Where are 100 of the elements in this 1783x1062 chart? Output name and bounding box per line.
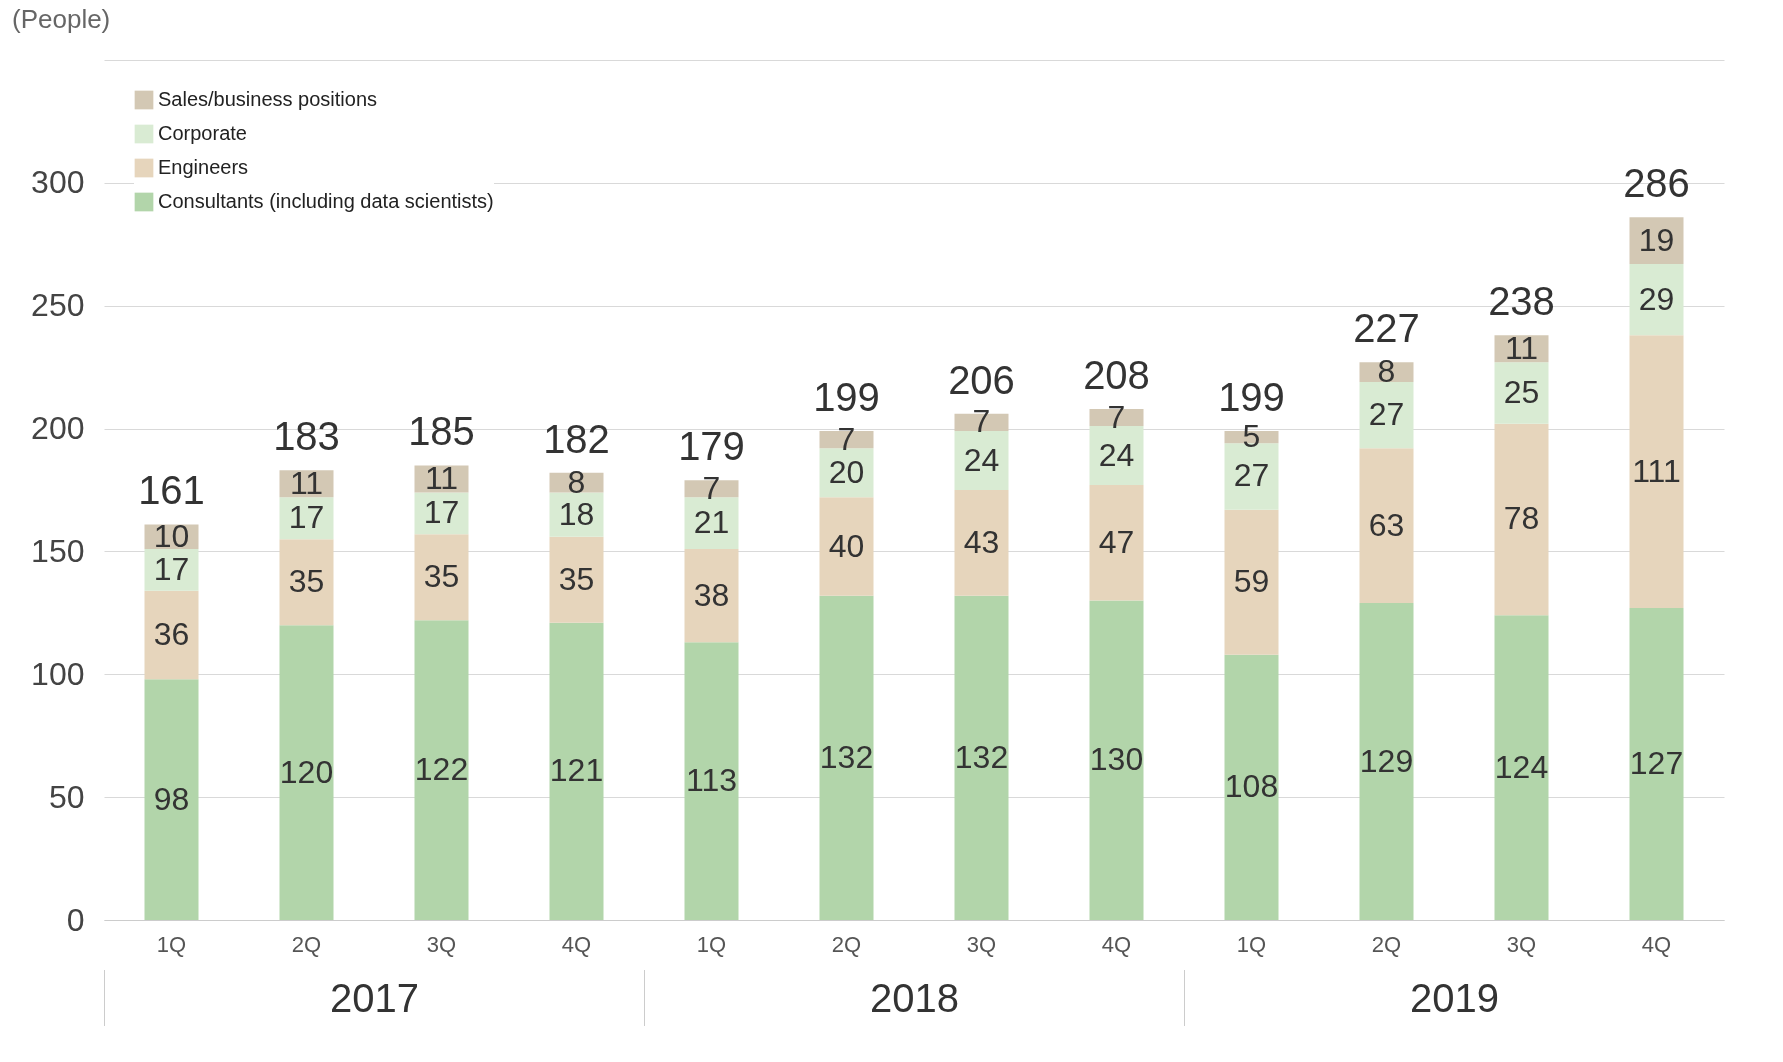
data-label: 25 (1503, 373, 1540, 410)
total-label: 179 (678, 424, 745, 469)
x-tick-label: 1Q (1236, 931, 1267, 957)
bar (684, 548, 739, 643)
data-label: 21 (693, 504, 730, 541)
x-tick-label: 1Q (696, 931, 727, 957)
data-label: 7 (972, 403, 991, 440)
data-label: 132 (954, 738, 1009, 775)
x-tick-label: 1Q (156, 931, 187, 957)
total-label: 286 (1623, 161, 1690, 206)
data-label: 121 (549, 752, 604, 789)
total-label: 183 (273, 414, 340, 459)
total-label: 185 (408, 409, 475, 454)
data-label: 29 (1638, 280, 1675, 317)
y-tick-label: 50 (48, 778, 85, 815)
x-tick-label: 4Q (1101, 931, 1132, 957)
y-tick-label: 0 (66, 901, 85, 938)
bar (414, 620, 469, 920)
data-label: 11 (289, 464, 324, 501)
data-label: 127 (1629, 744, 1684, 781)
data-label: 132 (819, 738, 874, 775)
bar (144, 679, 199, 920)
bar (819, 595, 874, 920)
text: 2018 (644, 970, 1184, 1026)
data-label: 36 (153, 615, 190, 652)
total-label: 208 (1083, 352, 1150, 397)
y-axis-title: (People) (12, 4, 111, 35)
legend-label: Corporate (158, 122, 247, 144)
x-tick-label: 2Q (291, 931, 322, 957)
text: 2017 (104, 970, 644, 1026)
data-label: 35 (423, 558, 460, 595)
bar (1359, 381, 1414, 449)
data-label: 11 (1504, 329, 1539, 366)
bar (1359, 603, 1414, 920)
bar (1224, 509, 1279, 655)
data-label: 5 (1242, 418, 1261, 455)
bar (279, 625, 334, 920)
data-label: 124 (1494, 748, 1549, 785)
data-label: 8 (1377, 353, 1396, 390)
data-label: 11 (424, 459, 459, 496)
total-label: 182 (543, 416, 610, 461)
data-label: 63 (1368, 506, 1405, 543)
data-label: 19 (1638, 221, 1675, 258)
total-label: 206 (948, 357, 1015, 402)
bar (1629, 607, 1684, 920)
y-tick-label: 250 (31, 287, 85, 324)
total-label: 199 (1218, 375, 1285, 420)
data-label: 17 (423, 494, 460, 531)
data-label: 129 (1359, 742, 1414, 779)
data-label: 40 (828, 527, 865, 564)
data-label: 38 (693, 576, 730, 613)
bar (549, 622, 604, 920)
data-label: 35 (288, 563, 325, 600)
y-tick-label: 150 (31, 532, 85, 569)
data-label: 78 (1503, 500, 1540, 537)
bar (414, 534, 469, 621)
data-label: 59 (1233, 563, 1270, 600)
x-tick-label: 2Q (1371, 931, 1402, 957)
bar (1089, 485, 1144, 601)
data-label: 113 (685, 762, 738, 799)
data-label: 122 (414, 751, 469, 788)
y-tick-label: 100 (31, 655, 85, 692)
data-label: 17 (288, 499, 325, 536)
data-label: 35 (558, 560, 595, 597)
total-label: 161 (138, 468, 205, 513)
data-label: 7 (1107, 398, 1126, 435)
legend-label: Consultants (including data scientists) (158, 190, 494, 212)
total-label: 238 (1488, 279, 1555, 324)
bar (1494, 423, 1549, 616)
data-label: 24 (1098, 436, 1135, 473)
data-label: 27 (1368, 396, 1405, 433)
y-tick-label: 200 (31, 410, 85, 447)
data-label: 130 (1089, 741, 1144, 778)
bar (1494, 615, 1549, 920)
x-tick-label: 3Q (966, 931, 997, 957)
y-tick-label: 300 (31, 164, 85, 201)
x-tick-label: 2Q (831, 931, 862, 957)
legend-label: Engineers (158, 156, 249, 178)
data-label: 24 (963, 441, 1000, 478)
x-tick-label: 3Q (1506, 931, 1537, 957)
x-tick-label: 3Q (426, 931, 457, 957)
bar (1494, 362, 1549, 424)
data-label: 120 (279, 753, 334, 790)
bar (954, 595, 1009, 920)
data-label: 47 (1098, 523, 1135, 560)
bar (1629, 263, 1684, 336)
bar (684, 642, 739, 920)
bar (1359, 448, 1414, 604)
x-tick-label: 4Q (561, 931, 592, 957)
bar (144, 590, 199, 680)
bar (1629, 335, 1684, 608)
data-label: 7 (702, 469, 721, 506)
bar (1089, 408, 1144, 427)
text: 2019 (1184, 970, 1724, 1026)
bar (549, 536, 604, 623)
data-label: 111 (1632, 452, 1681, 489)
bar (819, 497, 874, 596)
data-label: 108 (1224, 768, 1279, 805)
x-tick-label: 4Q (1641, 931, 1672, 957)
bar (1224, 654, 1279, 920)
